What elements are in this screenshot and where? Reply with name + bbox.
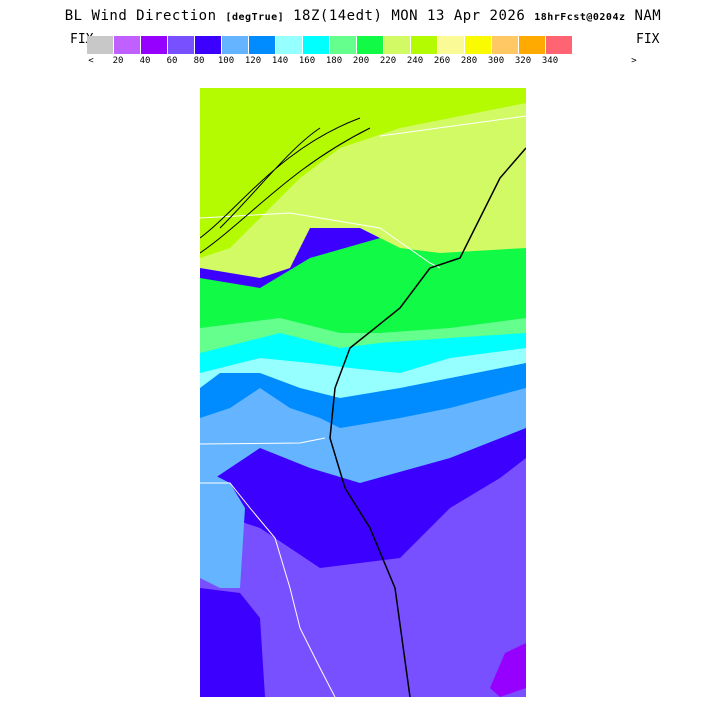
legend-swatch: [141, 36, 168, 54]
legend-swatch: [411, 36, 438, 54]
region-080-west: [200, 588, 265, 697]
legend-swatch: [249, 36, 276, 54]
region-200: [200, 238, 526, 333]
title-param: BL Wind Direction: [64, 8, 217, 24]
legend-tick: 180: [325, 56, 343, 66]
legend-swatch: [222, 36, 249, 54]
legend-swatch: [384, 36, 411, 54]
map-title: BL Wind Direction [degTrue] 18Z(14edt) M…: [0, 8, 726, 24]
legend-swatch: [492, 36, 519, 54]
color-legend-bar: [87, 36, 573, 54]
state-borders: [200, 212, 441, 269]
legend-tick: 140: [271, 56, 289, 66]
legend-swatch: [330, 36, 357, 54]
legend-arrow-right: >: [631, 56, 637, 66]
state-border-nc-va: [379, 115, 526, 137]
legend-tick: 20: [112, 56, 124, 66]
legend-swatch: [303, 36, 330, 54]
title-time: 18Z(14edt) MON 13 Apr 2026: [293, 8, 526, 24]
region-100-west: [200, 468, 245, 588]
legend-swatch: [87, 36, 114, 54]
legend-tick: 300: [487, 56, 505, 66]
legend-tick: 100: [217, 56, 235, 66]
legend-swatch: [465, 36, 492, 54]
legend-tick: 320: [514, 56, 532, 66]
region-060-low: [490, 643, 526, 697]
legend-tick: 160: [298, 56, 316, 66]
legend-tick: 200: [352, 56, 370, 66]
title-units: [degTrue]: [225, 12, 285, 23]
legend-arrow-left: <: [88, 56, 94, 66]
region-060-south: [200, 458, 526, 697]
legend-swatch: [114, 36, 141, 54]
legend-swatch: [519, 36, 546, 54]
legend-swatch: [276, 36, 303, 54]
legend-swatch: [195, 36, 222, 54]
state-border-ga-fl: [200, 437, 326, 445]
legend-swatch: [546, 36, 573, 54]
legend-tick: 60: [166, 56, 178, 66]
gulf-coastline: [200, 482, 336, 697]
wind-direction-map: [200, 88, 526, 697]
legend-tick: 260: [433, 56, 451, 66]
region-240: [200, 88, 526, 258]
legend-swatch: [438, 36, 465, 54]
title-model: NAM: [634, 8, 662, 24]
title-forecast: 18hrFcst@0204z: [534, 12, 626, 23]
legend-tick: 40: [139, 56, 151, 66]
fix-right-label: FIX: [636, 32, 660, 47]
legend-tick: 280: [460, 56, 478, 66]
legend-tick: 240: [406, 56, 424, 66]
color-legend-ticks: < > 20 40 60 80 100 120 140 160 180 200 220 240 260 2…: [87, 56, 637, 68]
coastline: [329, 147, 526, 697]
legend-swatch: [168, 36, 195, 54]
legend-swatch: [357, 36, 384, 54]
terrain-contours: [200, 117, 371, 254]
legend-tick: 340: [541, 56, 559, 66]
legend-tick: 220: [379, 56, 397, 66]
legend-tick: 80: [193, 56, 205, 66]
legend-tick: 120: [244, 56, 262, 66]
